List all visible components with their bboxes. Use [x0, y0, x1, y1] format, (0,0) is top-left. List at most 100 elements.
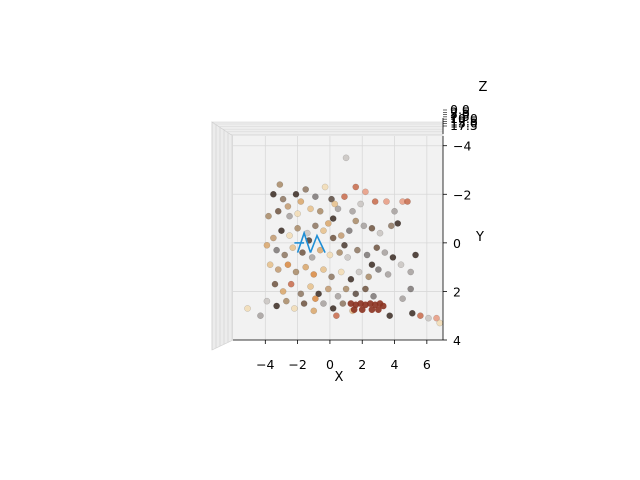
x-tick-label: 4 — [391, 357, 399, 372]
x-axis-label: X — [335, 370, 344, 385]
scatter-point — [312, 193, 319, 201]
scatter-point — [263, 241, 271, 249]
scatter-point — [399, 295, 406, 303]
scatter-point — [244, 305, 251, 312]
scatter-point — [299, 249, 306, 256]
scatter-point — [352, 290, 360, 298]
scatter-point — [370, 292, 377, 300]
scatter-point — [294, 224, 301, 232]
scatter-point — [265, 212, 272, 220]
scatter-point — [329, 234, 337, 242]
highlight-point — [379, 302, 387, 310]
scatter-point — [337, 232, 345, 239]
scatter-point — [302, 186, 309, 193]
scatter-point — [329, 215, 337, 222]
scatter-point — [287, 280, 295, 288]
scatter-point — [397, 261, 405, 269]
scatter-point — [436, 319, 444, 327]
y-tick-label: 0 — [453, 236, 461, 251]
scatter-point — [342, 285, 350, 293]
scatter-point — [325, 220, 332, 227]
scatter-point — [294, 210, 301, 218]
scatter-point — [320, 300, 327, 307]
z-ticks: 0.02.55.07.510.012.515.017.5 — [443, 102, 478, 133]
scatter-point — [257, 312, 264, 320]
scatter-point — [308, 254, 316, 261]
highlight-points — [347, 300, 387, 313]
scatter-point — [375, 266, 382, 273]
scatter-point — [292, 268, 300, 276]
scatter-point — [362, 285, 369, 293]
scatter-point — [368, 261, 376, 269]
scatter-point — [347, 275, 355, 283]
z-tick-label: 2.5 — [450, 104, 470, 119]
y-axis-label: Y — [475, 230, 484, 245]
scatter-point — [337, 268, 345, 276]
scatter-point — [433, 314, 440, 322]
highlight-point — [358, 306, 366, 313]
scatter-point — [333, 312, 340, 320]
scatter-point — [321, 183, 329, 191]
trace-line — [309, 233, 326, 253]
scatter-point — [404, 198, 411, 205]
scatter-point — [276, 181, 284, 188]
scatter-point — [412, 251, 419, 259]
scatter-points — [244, 154, 444, 327]
scatter-point — [391, 207, 398, 215]
scatter-point — [339, 300, 347, 307]
scatter-point — [273, 302, 280, 310]
scatter-point — [388, 222, 395, 230]
scatter-point — [281, 251, 288, 259]
scatter-point — [278, 227, 285, 235]
scatter-point — [331, 200, 339, 208]
scatter-point — [334, 292, 342, 300]
scatter-point — [292, 190, 300, 198]
scatter-point — [344, 254, 351, 261]
scatter-point — [326, 251, 334, 259]
scatter-point — [302, 263, 309, 271]
axes-pane — [211, 121, 444, 351]
scatter-point — [270, 190, 277, 198]
scatter-point — [289, 244, 297, 252]
scatter-point — [310, 271, 318, 278]
scatter-point — [357, 200, 364, 208]
y-tick-label: 2 — [453, 284, 461, 299]
z-axis-label: Z — [479, 80, 488, 95]
y-tick-label: 4 — [453, 333, 461, 348]
x-tick-label: 0 — [326, 357, 334, 372]
scatter-point — [284, 261, 292, 269]
highlight-point — [375, 306, 382, 313]
scatter-point — [312, 222, 319, 230]
scatter-point — [273, 246, 280, 254]
scatter-point — [310, 307, 318, 315]
x-tick-label: −4 — [256, 357, 274, 372]
scatter-point — [407, 268, 414, 276]
scatter-point — [336, 249, 343, 256]
x-tick-label: 2 — [358, 357, 366, 372]
scatter-point — [328, 195, 335, 203]
y-tick-label: −2 — [453, 187, 471, 202]
side-pane — [211, 121, 234, 351]
scatter-point — [394, 220, 402, 227]
scatter-point — [271, 280, 279, 288]
scatter-point — [286, 232, 293, 239]
z-tick-label: 15.0 — [450, 116, 478, 131]
scatter-point — [300, 300, 308, 307]
scatter-point — [389, 254, 397, 261]
scatter-point — [329, 305, 337, 312]
scatter-point — [312, 295, 319, 303]
scatter-point — [274, 266, 282, 273]
scatter-point — [341, 193, 348, 201]
z-tick-label: 12.5 — [450, 113, 478, 128]
scatter-point — [355, 268, 363, 276]
scatter-point — [274, 207, 282, 215]
scatter-point — [407, 285, 414, 293]
x-tick-label: −2 — [288, 357, 306, 372]
main-pane — [233, 136, 443, 340]
scatter-point — [363, 251, 371, 259]
scatter-point — [383, 198, 390, 205]
scatter-point — [342, 154, 350, 162]
scatter-point — [315, 290, 322, 298]
scatter-point — [286, 212, 293, 220]
